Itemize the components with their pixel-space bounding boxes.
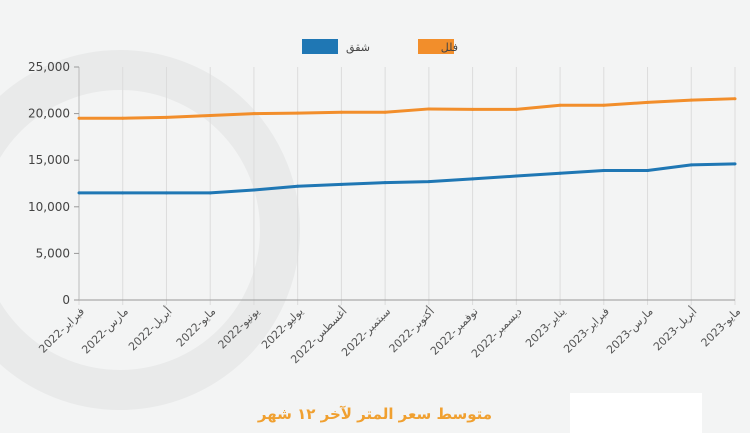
series-line [79, 97, 736, 120]
series-line [79, 162, 736, 195]
chart-title: متوسط سعر المتر لآخر ١٢ شهر [257, 405, 493, 423]
data-point [558, 171, 562, 175]
data-point [471, 107, 475, 111]
legend-swatch [302, 39, 338, 54]
data-point [514, 107, 518, 111]
y-tick-label: 15,000 [28, 153, 70, 167]
legend-swatch [418, 39, 454, 54]
data-point [339, 182, 343, 186]
data-point [733, 97, 737, 101]
data-point [77, 191, 81, 195]
y-tick-label: 5,000 [36, 246, 70, 260]
x-tick-label: أبريل-2023 [650, 304, 699, 353]
data-point [383, 181, 387, 185]
data-point [77, 116, 81, 120]
data-point [689, 98, 693, 102]
data-point [296, 184, 300, 188]
data-point [602, 103, 606, 107]
y-tick-label: 20,000 [28, 107, 70, 121]
data-point [383, 110, 387, 114]
y-tick-label: 10,000 [28, 200, 70, 214]
series-1 [77, 97, 737, 120]
data-point [427, 180, 431, 184]
legend: فلل شقق [302, 39, 458, 55]
data-point [646, 100, 650, 104]
data-point [121, 191, 125, 195]
data-point [164, 115, 168, 119]
blank-panel [570, 393, 702, 433]
data-point [514, 174, 518, 178]
y-tick-label: 0 [62, 293, 70, 307]
x-tick-label: مارس-2022 [79, 305, 131, 357]
x-tick-label: مارس-2023 [604, 305, 656, 357]
data-point [296, 111, 300, 115]
data-point [252, 188, 256, 192]
x-tick-label: يناير-2023 [523, 305, 568, 350]
series-2 [77, 162, 737, 195]
data-point [602, 168, 606, 172]
data-point [121, 116, 125, 120]
data-point [558, 103, 562, 107]
data-point [689, 163, 693, 167]
data-point [164, 191, 168, 195]
legend-label: شقق [346, 41, 370, 55]
x-tick-label: أبريل-2022 [125, 304, 174, 353]
data-point [733, 162, 737, 166]
legend-label: فلل [441, 41, 458, 54]
data-point [471, 177, 475, 181]
watermark-shape [0, 50, 300, 410]
data-point [208, 113, 212, 117]
data-point [646, 168, 650, 172]
data-point [339, 110, 343, 114]
x-tick-label: مايو-2023 [699, 305, 744, 350]
data-point [427, 107, 431, 111]
data-point [252, 112, 256, 116]
y-tick-label: 25,000 [28, 60, 70, 74]
data-point [208, 191, 212, 195]
